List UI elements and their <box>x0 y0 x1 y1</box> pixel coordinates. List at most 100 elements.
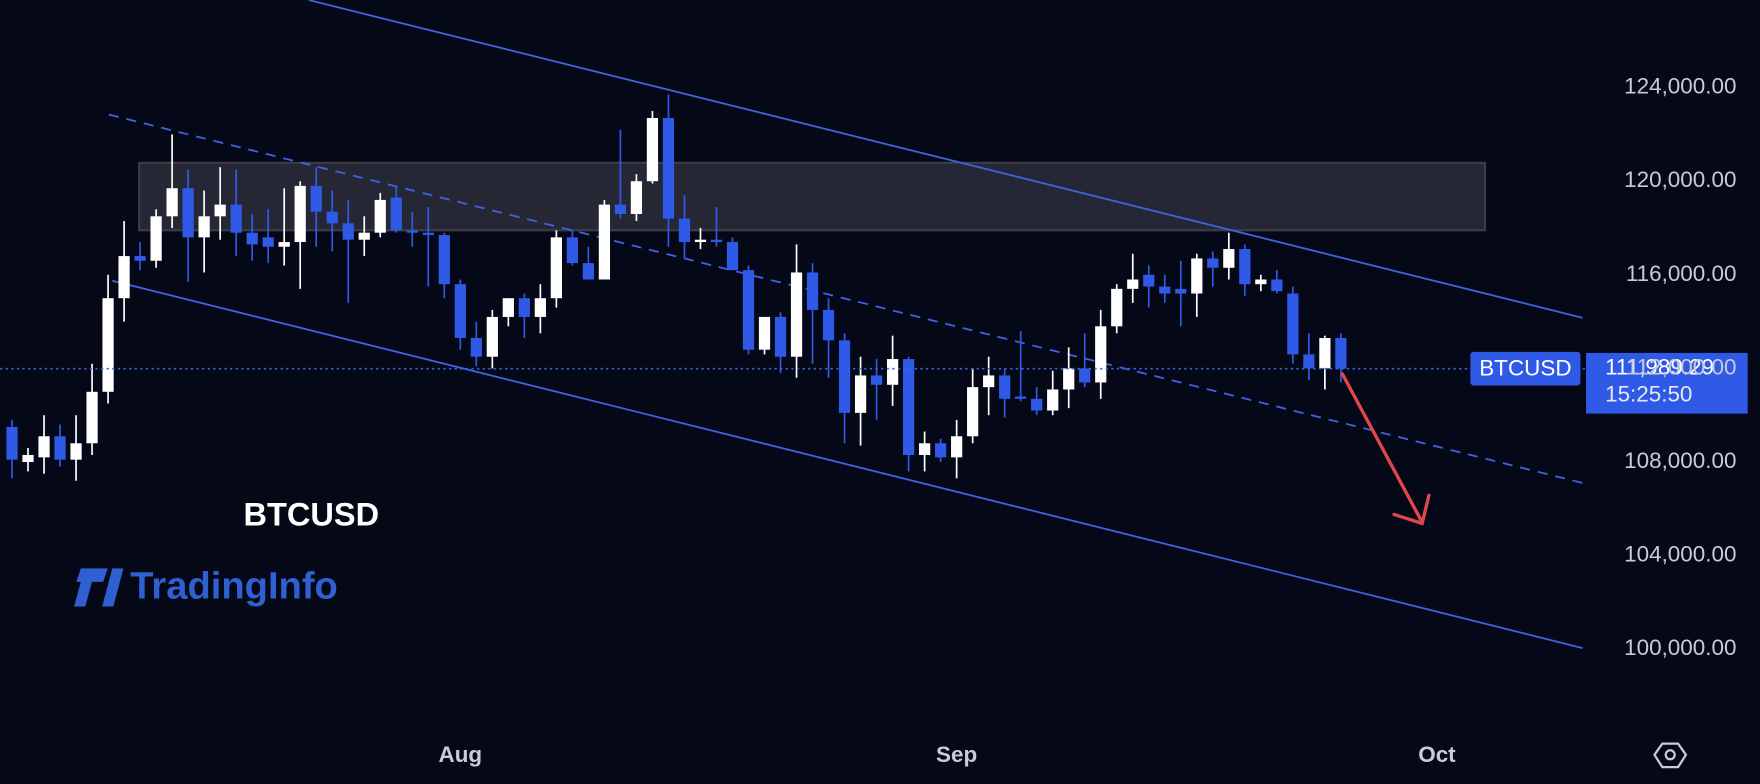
candle-body <box>870 375 883 385</box>
x-tick-label: Sep <box>936 742 977 767</box>
candle-body <box>967 387 979 437</box>
candle-body <box>550 237 562 299</box>
candle-body <box>262 237 274 247</box>
candle-body <box>86 391 98 444</box>
candle-body <box>470 337 482 357</box>
candle-body <box>726 242 739 271</box>
candle-body <box>598 204 611 280</box>
channel-upper <box>308 0 1583 319</box>
y-tick-label: 124,000.00 <box>1624 74 1736 99</box>
y-tick-label: 120,000.00 <box>1624 167 1736 192</box>
candle-body <box>854 375 867 413</box>
candle-body <box>710 239 723 243</box>
candle-body <box>582 263 595 280</box>
candle-body <box>662 118 675 219</box>
candle-body <box>406 230 418 233</box>
settings-hexagon[interactable] <box>1653 742 1688 769</box>
y-tick-label: 108,000.00 <box>1624 448 1736 473</box>
candle-body <box>1159 286 1171 294</box>
candle-body <box>1191 258 1203 294</box>
candle-body <box>806 272 819 310</box>
candle-body <box>166 188 178 217</box>
candle-body <box>678 218 691 243</box>
candle-body <box>294 185 306 243</box>
candle-body <box>278 242 290 247</box>
candle-body <box>6 426 18 460</box>
logo-icon-t <box>74 568 108 607</box>
candle-body <box>1335 337 1347 369</box>
symbol-tag <box>1470 351 1581 386</box>
y-tick-label: 104,000.00 <box>1624 542 1736 567</box>
candle-body <box>1127 279 1139 289</box>
arrow-head <box>1392 493 1431 526</box>
candle-body <box>54 436 66 460</box>
candle-body <box>390 197 402 231</box>
candle-body <box>983 375 995 388</box>
candle-body <box>534 298 546 317</box>
candle-body <box>1319 337 1331 369</box>
price-box <box>1586 352 1748 414</box>
candle-body <box>182 188 194 238</box>
logo-text: TradingInfo <box>130 565 338 608</box>
y-tick-label: 100,000.00 <box>1624 635 1736 660</box>
candle-body <box>742 270 755 350</box>
candle-body <box>454 284 466 338</box>
candle-body <box>1223 249 1235 268</box>
candle-body <box>1143 274 1155 287</box>
candle-body <box>214 204 226 217</box>
candle-body <box>230 204 242 233</box>
candle-body <box>919 443 931 455</box>
candle-body <box>374 199 386 233</box>
candle-body <box>502 298 514 317</box>
x-tick-label: Oct <box>1418 742 1456 767</box>
candle-body <box>935 443 947 458</box>
candles <box>6 94 1347 481</box>
candle-body <box>70 443 82 460</box>
candle-body <box>1015 396 1027 399</box>
candle-body <box>838 340 851 413</box>
candle-body <box>1111 288 1123 327</box>
candle-body <box>1271 279 1283 292</box>
candle-body <box>1287 293 1299 355</box>
candle-body <box>1079 368 1091 383</box>
candle-body <box>486 316 498 357</box>
candle-body <box>310 185 322 212</box>
candle-body <box>902 359 915 455</box>
price-label: 111,989.29 <box>1605 355 1714 380</box>
candle-body <box>422 232 434 236</box>
candle-body <box>102 298 114 392</box>
candle-body <box>1255 279 1267 285</box>
symbol-tag-text: BTCUSD <box>1479 356 1571 381</box>
candle-body <box>886 359 899 385</box>
settings-icon[interactable] <box>1653 742 1688 769</box>
candle-body <box>38 436 50 458</box>
candle-body <box>758 316 771 350</box>
candle-body <box>694 239 707 243</box>
candle-body <box>134 256 146 261</box>
candle-body <box>22 454 34 463</box>
candle-body <box>630 181 643 214</box>
candle-body <box>1031 398 1043 411</box>
candle-body <box>999 375 1011 399</box>
candle-body <box>790 272 803 357</box>
candle-body <box>614 204 627 214</box>
candle-body <box>951 436 963 458</box>
y-tick-label: 112,000.00 <box>1626 354 1737 379</box>
candle-body <box>822 309 835 341</box>
candle-body <box>1095 326 1107 383</box>
forecast-arrow <box>1340 372 1431 526</box>
candle-body <box>1175 288 1187 294</box>
channel-lower <box>112 279 1583 649</box>
settings-dot[interactable] <box>1664 749 1676 761</box>
candle-body <box>1303 354 1315 369</box>
y-tick-label: 116,000.00 <box>1626 261 1737 286</box>
candle-body <box>518 298 530 317</box>
candle-body <box>646 118 659 182</box>
candle-body <box>1063 368 1075 390</box>
candle-body <box>246 232 258 245</box>
candle-body <box>150 216 162 261</box>
candle-body <box>198 216 210 238</box>
candle-body <box>1207 258 1219 268</box>
